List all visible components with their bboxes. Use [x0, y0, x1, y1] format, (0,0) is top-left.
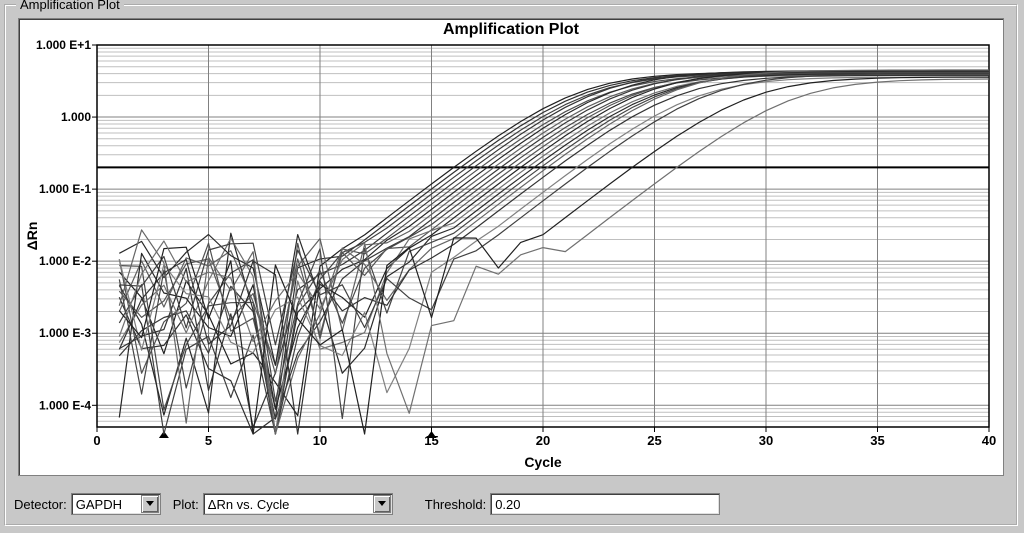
chevron-down-icon: [141, 495, 159, 513]
svg-text:1.000 E+1: 1.000 E+1: [36, 38, 91, 52]
detector-label: Detector:: [14, 497, 67, 512]
svg-text:1.000: 1.000: [61, 110, 91, 124]
threshold-label: Threshold:: [425, 497, 486, 512]
amplification-chart: 05101520253035401.000 E-41.000 E-31.000 …: [19, 19, 1001, 473]
threshold-input[interactable]: [490, 493, 720, 515]
svg-text:25: 25: [647, 433, 661, 448]
svg-text:0: 0: [93, 433, 100, 448]
svg-text:1.000 E-2: 1.000 E-2: [39, 254, 91, 268]
svg-text:35: 35: [870, 433, 884, 448]
panel-title: Amplification Plot: [16, 0, 124, 12]
plot-area: Amplification Plot 05101520253035401.000…: [18, 18, 1004, 476]
svg-text:20: 20: [536, 433, 550, 448]
chevron-down-icon: [373, 495, 391, 513]
plot-label: Plot:: [173, 497, 199, 512]
detector-select-value: GAPDH: [76, 497, 122, 512]
svg-text:1.000 E-4: 1.000 E-4: [39, 398, 91, 412]
controls-row: Detector: GAPDH Plot: ΔRn vs. Cycle Thre…: [12, 490, 720, 518]
svg-text:10: 10: [313, 433, 327, 448]
svg-text:1.000 E-1: 1.000 E-1: [39, 182, 91, 196]
plot-select-value: ΔRn vs. Cycle: [208, 497, 290, 512]
svg-text:ΔRn: ΔRn: [24, 222, 40, 251]
svg-text:40: 40: [982, 433, 996, 448]
svg-text:5: 5: [205, 433, 212, 448]
svg-text:1.000 E-3: 1.000 E-3: [39, 326, 91, 340]
svg-text:Cycle: Cycle: [524, 454, 562, 470]
amplification-plot-panel: Amplification Plot Amplification Plot 05…: [4, 4, 1018, 526]
plot-select[interactable]: ΔRn vs. Cycle: [203, 493, 393, 515]
detector-select[interactable]: GAPDH: [71, 493, 161, 515]
svg-text:30: 30: [759, 433, 773, 448]
